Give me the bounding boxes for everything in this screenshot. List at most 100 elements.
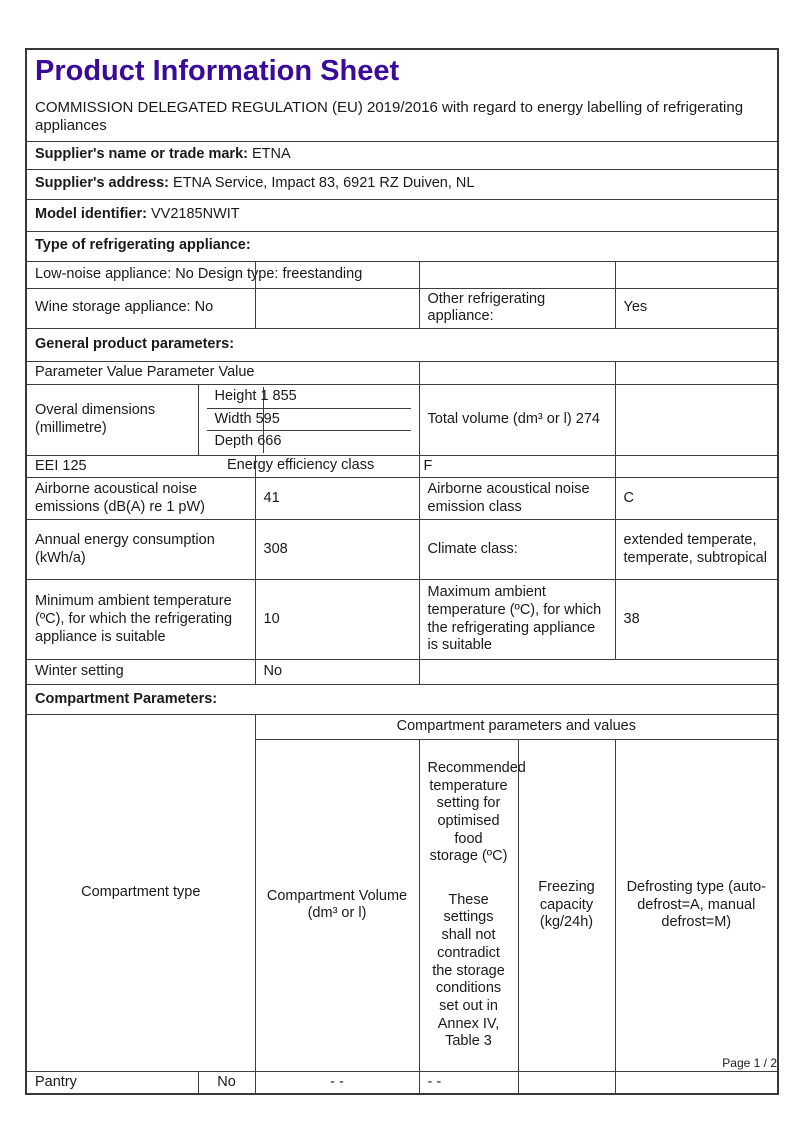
low-noise-cell: Low-noise appliance: No Design type: fre… — [25, 260, 362, 289]
page-title: Product Information Sheet — [35, 55, 400, 88]
eei-divider-line — [255, 455, 256, 478]
dimensions-subtable: Height 1 855 Width 595 Depth 666 — [206, 386, 411, 453]
dimensions-label-cell: Overal dimensions (millimetre) — [25, 383, 199, 456]
page-number: Page 1 / 2 — [722, 1056, 777, 1070]
width-text: Width 595 — [214, 410, 280, 427]
max-temp-label-cell: Maximum ambient temperature (ºC), for wh… — [418, 579, 616, 661]
defrosting-type-header-cell: Defrosting type (auto-defrost=A, manual … — [614, 739, 779, 1072]
width-cell: Width 595 — [206, 408, 280, 432]
regulation-subtitle: COMMISSION DELEGATED REGULATION (EU) 201… — [35, 98, 744, 135]
product-info-table: Product Information Sheet COMMISSION DEL… — [25, 48, 780, 1096]
dimensions-row: Overal dimensions (millimetre) Height 1 … — [25, 383, 779, 456]
eei-value: EEI 125 — [35, 457, 87, 474]
title-row: Product Information Sheet COMMISSION DEL… — [25, 48, 779, 142]
pantry-defrost-cell — [614, 1070, 779, 1095]
wine-storage-cell: Wine storage appliance: No — [25, 287, 256, 329]
wine-storage-row: Wine storage appliance: No Other refrige… — [25, 287, 779, 329]
empty-cell — [614, 360, 779, 385]
type-heading-row: Type of refrigerating appliance: — [25, 230, 779, 262]
compartment-values-header-row: Compartment type Compartment parameters … — [25, 714, 779, 1072]
supplier-name-cell: Supplier's name or trade mark: ETNA — [25, 140, 779, 170]
empty-cell — [263, 386, 411, 410]
recommended-temp-text: Recommended temperature setting for opti… — [427, 759, 526, 865]
freezing-capacity-header-cell: Freezing capacity (kg/24h) — [517, 739, 616, 1072]
winter-setting-value-cell: No — [254, 659, 420, 686]
low-noise-row: Low-noise appliance: No Design type: fre… — [25, 260, 779, 289]
width-row: Width 595 — [206, 408, 411, 432]
compartment-columns-row: Compartment Volume (dm³ or l) Recommende… — [26, 739, 779, 1072]
supplier-address-row: Supplier's address: ETNA Service, Impact… — [25, 168, 779, 200]
energy-label-cell: Annual energy consumption (kWh/a) — [25, 519, 256, 581]
empty-cell — [263, 408, 411, 432]
noise-value-cell: 41 — [254, 477, 420, 521]
empty-cell — [614, 260, 779, 289]
energy-value-cell: 308 — [254, 519, 420, 581]
airborne-noise-row: Airborne acoustical noise emissions (dB(… — [25, 477, 779, 521]
empty-cell — [254, 287, 420, 329]
supplier-address-label: Supplier's address: — [35, 175, 169, 192]
general-heading-cell: General product parameters: — [25, 327, 779, 362]
total-volume-cell: Total volume (dm³ or l) 274 — [418, 383, 616, 456]
model-identifier-label: Model identifier: — [35, 206, 147, 223]
low-noise-text: Low-noise appliance: No Design type: fre… — [35, 265, 363, 282]
depth-cell: Depth 666 — [206, 430, 281, 453]
energy-efficiency-class-value-cell: F — [418, 454, 616, 479]
empty-cell — [614, 383, 779, 456]
compartment-volume-header-cell: Compartment Volume (dm³ or l) — [254, 739, 420, 1072]
general-heading-row: General product parameters: — [25, 327, 779, 362]
eei-row: EEI 125 Energy efficiency class F — [25, 454, 779, 479]
empty-cell — [614, 454, 779, 479]
title-cell: Product Information Sheet COMMISSION DEL… — [25, 48, 779, 142]
noise-class-label-cell: Airborne acoustical noise emission class — [418, 477, 616, 521]
parameter-header-row: Parameter Value Parameter Value — [25, 360, 779, 385]
supplier-address-value: ETNA Service, Impact 83, 6921 RZ Duiven,… — [173, 175, 475, 192]
supplier-name-row: Supplier's name or trade mark: ETNA — [25, 140, 779, 170]
eei-cell: EEI 125 Energy efficiency class — [25, 454, 420, 479]
pantry-present-cell: No — [197, 1070, 256, 1095]
depth-row: Depth 666 — [206, 430, 411, 453]
compartment-heading-cell: Compartment Parameters: — [25, 684, 779, 716]
pantry-type-cell: Pantry — [25, 1070, 199, 1095]
height-row: Height 1 855 — [206, 386, 411, 410]
model-identifier-value: VV2185NWIT — [151, 206, 240, 223]
climate-value-cell: extended temperate, temperate, subtropic… — [614, 519, 779, 581]
settings-note-text: These settings shall not contradict the … — [432, 891, 505, 1050]
compartment-values-header-cell: Compartment parameters and values — [254, 714, 779, 741]
energy-efficiency-class-label: Energy efficiency class — [227, 457, 375, 474]
min-temp-value-cell: 10 — [254, 579, 420, 661]
other-appliance-value-cell: Yes — [614, 287, 779, 329]
other-appliance-label-cell: Other refrigerating appliance: — [418, 287, 616, 329]
depth-text: Depth 666 — [214, 432, 282, 449]
compartment-type-header-cell: Compartment type — [25, 714, 256, 1072]
type-heading-cell: Type of refrigerating appliance: — [25, 230, 779, 262]
parameter-header-cell: Parameter Value Parameter Value — [25, 360, 420, 385]
winter-setting-row: Winter setting No — [25, 659, 779, 686]
pantry-freezing-cell — [517, 1070, 616, 1095]
empty-cell — [418, 659, 779, 686]
height-text: Height 1 855 — [214, 388, 297, 405]
supplier-name-label: Supplier's name or trade mark: — [35, 146, 248, 163]
empty-cell — [418, 260, 616, 289]
noise-label-cell: Airborne acoustical noise emissions (dB(… — [25, 477, 256, 521]
annual-energy-row: Annual energy consumption (kWh/a) 308 Cl… — [25, 519, 779, 581]
recommended-temp-header-cell: Recommended temperature setting for opti… — [418, 739, 526, 1072]
empty-cell — [418, 360, 616, 385]
pantry-temp-cell: - - — [418, 1070, 519, 1095]
pantry-volume-cell: - - — [254, 1070, 420, 1095]
total-volume-text: Total volume (dm³ or l) 274 — [427, 410, 600, 427]
supplier-address-cell: Supplier's address: ETNA Service, Impact… — [25, 168, 779, 200]
climate-label-cell: Climate class: — [418, 519, 616, 581]
winter-setting-label-cell: Winter setting — [25, 659, 256, 686]
model-identifier-row: Model identifier: VV2185NWIT — [25, 198, 779, 232]
supplier-name-value: ETNA — [252, 146, 291, 163]
empty-cell — [264, 431, 411, 453]
model-identifier-cell: Model identifier: VV2185NWIT — [25, 198, 779, 232]
min-temp-label-cell: Minimum ambient temperature (ºC), for wh… — [25, 579, 256, 661]
ambient-temperature-row: Minimum ambient temperature (ºC), for wh… — [25, 579, 779, 661]
noise-class-value-cell: C — [614, 477, 779, 521]
max-temp-value-cell: 38 — [614, 579, 779, 661]
dimensions-subtable-cell: Height 1 855 Width 595 Depth 666 — [197, 383, 420, 456]
height-cell: Height 1 855 — [206, 386, 297, 410]
pantry-row: Pantry No - - - - — [25, 1070, 779, 1095]
